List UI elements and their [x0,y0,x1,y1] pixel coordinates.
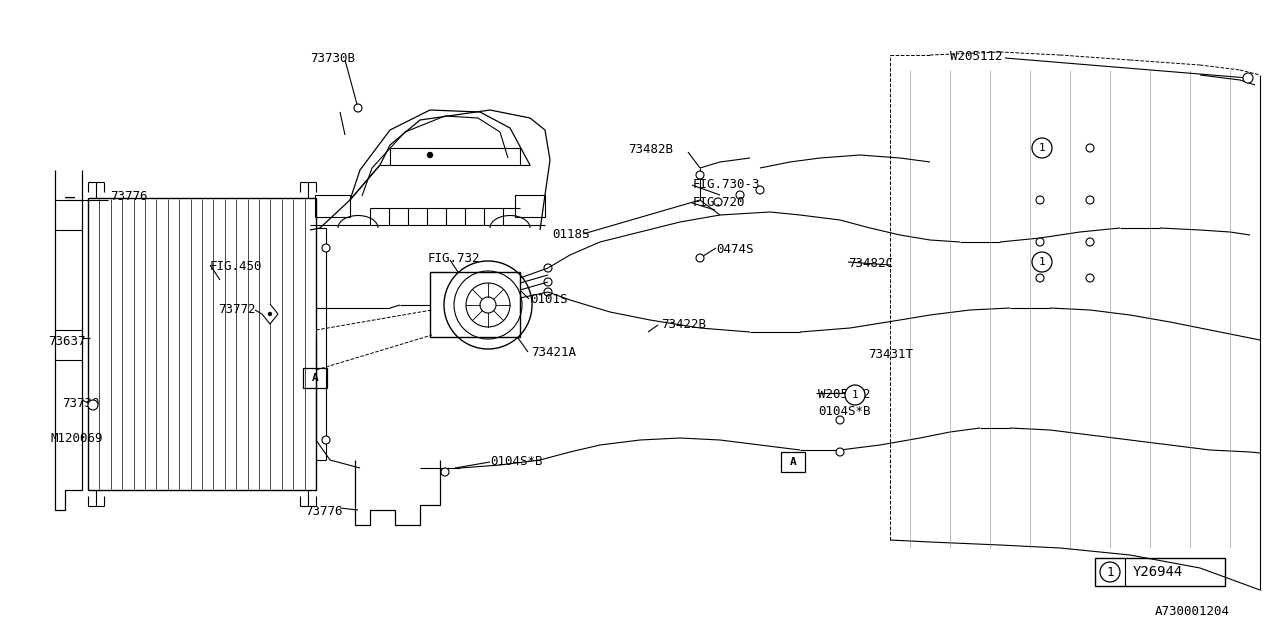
Text: 73730B: 73730B [310,52,355,65]
Text: 1: 1 [1038,257,1046,267]
Circle shape [1036,144,1044,152]
Circle shape [696,171,704,179]
Text: FIG.730-3: FIG.730-3 [692,178,760,191]
Bar [1094,558,1225,586]
Text: 73637: 73637 [49,335,86,348]
Polygon shape [262,304,278,324]
Bar [781,452,805,472]
Circle shape [1085,144,1094,152]
Circle shape [269,312,271,316]
Circle shape [1036,238,1044,246]
Circle shape [836,416,844,424]
Circle shape [1085,196,1094,204]
Bar [88,198,316,490]
Circle shape [845,385,865,405]
Text: 0104S*B: 0104S*B [490,455,543,468]
Circle shape [1036,196,1044,204]
Text: —: — [65,189,76,207]
Text: 73482B: 73482B [628,143,673,156]
Circle shape [428,152,433,157]
Text: FIG.450: FIG.450 [210,260,262,273]
Text: FIG.732: FIG.732 [428,252,480,265]
Text: W205112: W205112 [950,50,1002,63]
Text: A730001204: A730001204 [1155,605,1230,618]
Bar [430,272,520,337]
Text: 73776: 73776 [110,189,147,202]
Circle shape [1085,238,1094,246]
Text: 73730: 73730 [61,397,100,410]
Circle shape [1100,562,1120,582]
Text: 73776: 73776 [305,505,343,518]
Text: 0104S*B: 0104S*B [818,405,870,418]
Text: 1: 1 [1106,566,1114,579]
Circle shape [88,400,99,410]
Text: 73421A: 73421A [531,346,576,359]
Text: 73431T: 73431T [868,348,913,361]
Text: 0474S: 0474S [716,243,754,256]
Circle shape [442,468,449,476]
Circle shape [1032,252,1052,272]
Circle shape [355,104,362,112]
Circle shape [323,244,330,252]
Text: 73772: 73772 [218,303,256,316]
Text: Y26944: Y26944 [1133,565,1183,579]
Text: 0101S: 0101S [530,293,567,306]
Circle shape [756,186,764,194]
Bar [303,368,326,388]
Text: 1: 1 [851,390,859,400]
Text: 1: 1 [1038,143,1046,153]
Text: W205112: W205112 [818,388,870,401]
Circle shape [1085,274,1094,282]
Text: A: A [790,457,796,467]
Text: 73482C: 73482C [849,257,893,270]
Bar [315,195,349,217]
Text: 73422B: 73422B [660,318,707,331]
Text: FIG.720: FIG.720 [692,196,745,209]
Circle shape [714,198,722,206]
Circle shape [836,448,844,456]
Circle shape [323,436,330,444]
Text: M120069: M120069 [50,432,102,445]
Text: 0118S: 0118S [552,228,590,241]
Bar [515,195,545,217]
Circle shape [1032,138,1052,158]
Circle shape [1036,274,1044,282]
Circle shape [1243,73,1253,83]
Circle shape [736,191,744,199]
Text: A: A [311,373,319,383]
Circle shape [696,254,704,262]
